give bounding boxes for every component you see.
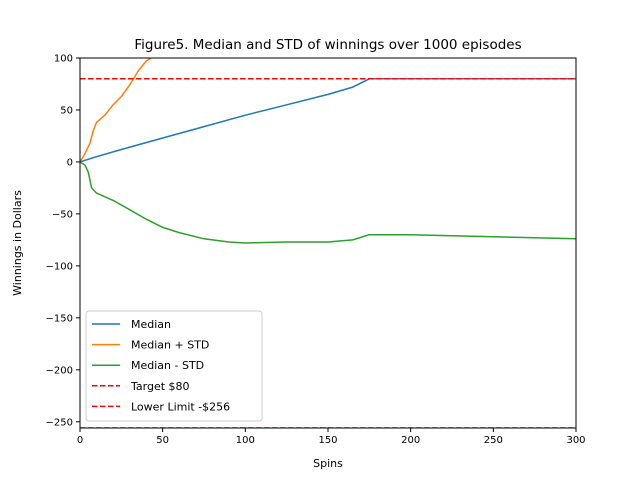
series-line-2 [80,58,152,163]
legend-label: Lower Limit -$256 [131,400,230,413]
y-tick-label: 100 [54,54,73,65]
legend-box [85,310,263,422]
x-tick-label: 50 [156,435,169,446]
legend-label: Median [131,318,171,331]
x-axis-label: Spins [313,457,343,470]
y-tick-label: −50 [52,209,73,220]
legend-label: Target $80 [130,380,190,393]
y-tick-label: −150 [46,313,73,324]
x-tick-label: 100 [236,435,255,446]
x-tick-label: 150 [318,435,337,446]
x-tick-label: 200 [401,435,420,446]
y-tick-label: −250 [46,417,73,428]
y-tick-label: 0 [67,157,73,168]
x-tick-label: 0 [77,435,83,446]
y-axis-label: Winnings in Dollars [11,190,24,296]
x-tick-label: 250 [484,435,503,446]
series-layer [80,58,576,428]
chart-title: Figure5. Median and STD of winnings over… [134,37,521,53]
ticks-layer: 0 50 100 150 200 250 300 100 50 0 −50 −100 −150 −200 −… [46,54,586,447]
y-tick-label: −100 [46,261,73,272]
legend-label: Median + STD [131,339,209,352]
legend: Median Median + STD Median - STD Target $80… [85,310,263,422]
y-tick-label: 50 [60,105,73,116]
x-tick-label: 300 [566,435,585,446]
series-line-3 [80,161,576,244]
y-tick-label: −200 [46,365,73,376]
series-line-1 [80,78,576,163]
legend-label: Median - STD [131,359,204,372]
